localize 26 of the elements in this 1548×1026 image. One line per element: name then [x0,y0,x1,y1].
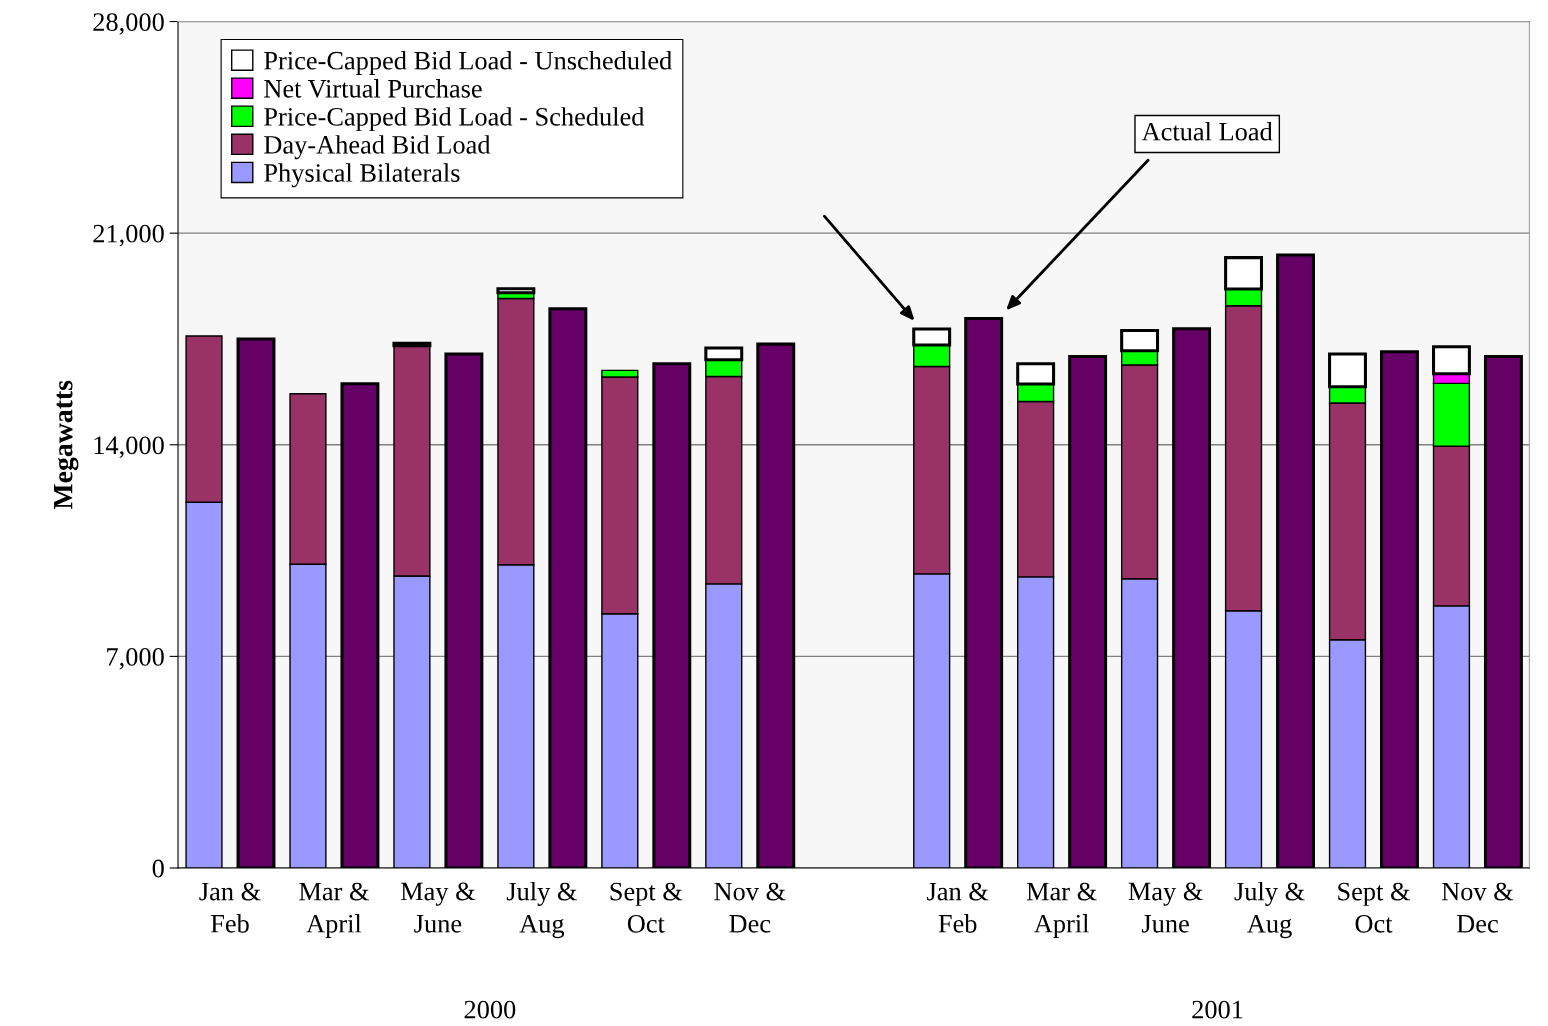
x-tick-label: Mar & April [1026,882,1097,938]
y-tick-label: 14,000 [94,436,164,458]
y-tick-label: 7,000 [107,647,164,670]
legend-label: Physical Bilaterals [264,163,460,188]
legend-label: Day-Ahead Bid Load [264,135,491,160]
y-tick-label: 28,000 [93,13,164,35]
legend-label: Price-Capped Bid Load - Unscheduled [264,51,672,75]
x-tick-label: Sept & Oct [1338,882,1411,933]
x-tick-label: May & June [400,882,476,933]
text: 2000 [464,1000,516,1019]
x-tick-label: May & June [1128,882,1203,933]
y-tick-label: 21,000 [93,224,164,247]
text: 2001 [1192,1000,1243,1019]
x-tick-label: Sept & Oct [610,882,683,933]
x-tick-label: Nov & Dec [714,882,786,933]
x-tick-label: July & Aug [506,881,577,939]
y-tick-label: 0 [152,859,164,878]
x-tick-label: Mar & April [299,882,370,938]
x-tick-label: Nov & Dec [1441,882,1514,933]
legend-label: Net Virtual Purchase [264,79,482,98]
x-tick-label: Jan & Feb [927,882,989,933]
x-tick-label: July & Aug [1234,881,1305,939]
legend-label: Price-Capped Bid Load - Scheduled [264,107,645,132]
x-tick-label: Jan & Feb [199,882,261,933]
y-axis-title: Megawatts [54,380,79,510]
annotation: Actual Load [1141,122,1273,141]
